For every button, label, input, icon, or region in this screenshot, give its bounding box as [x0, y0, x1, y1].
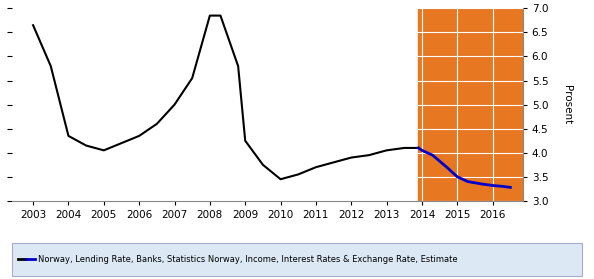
- FancyBboxPatch shape: [12, 243, 582, 276]
- Bar: [418, 8, 523, 201]
- Y-axis label: Prosent: Prosent: [563, 85, 572, 124]
- Text: Norway, Lending Rate, Banks, Statistics Norway, Income, Interest Rates & Exchang: Norway, Lending Rate, Banks, Statistics …: [37, 255, 457, 264]
